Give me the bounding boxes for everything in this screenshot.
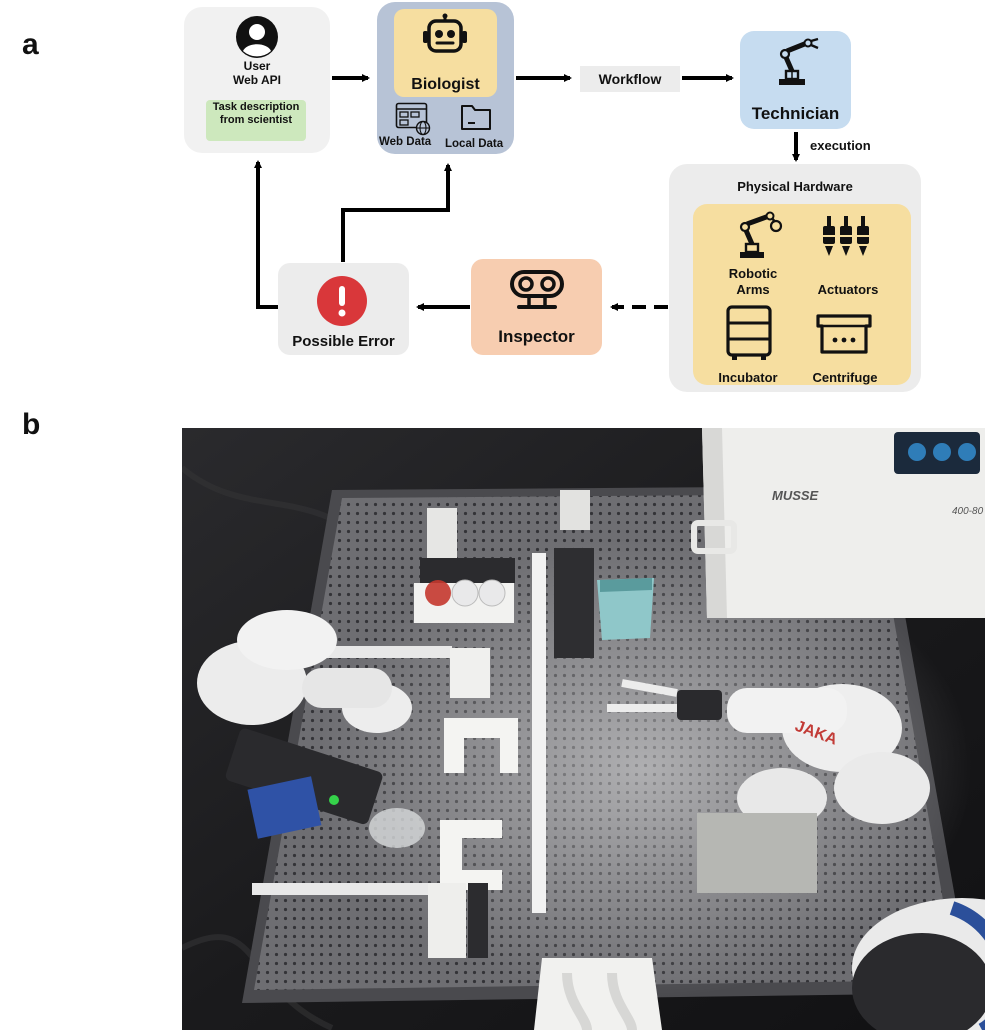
execution-label: execution xyxy=(810,138,871,153)
incubator-brand-text: MUSSE xyxy=(772,488,819,503)
lab-setup-photo: MUSSE 400-80 xyxy=(182,428,985,1030)
hardware-box: Physical Hardware Robotic Arms xyxy=(669,164,921,392)
inspector-title: Inspector xyxy=(498,327,575,346)
possible-error-box: Possible Error xyxy=(278,263,409,355)
robot-icon xyxy=(422,13,468,57)
inspector-box: Inspector xyxy=(471,259,602,355)
centrifuge-icon xyxy=(814,312,874,358)
robotic-arms-label: Robotic Arms xyxy=(728,266,778,297)
robotic-arm-icon xyxy=(773,37,823,87)
web-data-icon xyxy=(395,102,431,136)
incubator-label: Incubator xyxy=(718,370,778,385)
error-alert-icon xyxy=(316,275,368,327)
web-data-label: Web Data xyxy=(379,136,432,148)
local-data-label: Local Data xyxy=(445,138,504,150)
actuators-icon xyxy=(821,216,871,262)
actuators-label: Actuators xyxy=(817,282,879,297)
centrifuge-label: Centrifuge xyxy=(812,370,878,385)
workflow-label: Workflow xyxy=(580,66,680,92)
arrow-error-to-biologist xyxy=(341,163,452,262)
technician-box: Technician xyxy=(740,31,851,129)
robotic-arms-icon xyxy=(736,208,786,260)
biologist-title: Biologist xyxy=(411,76,480,93)
task-description-box: Task description from scientist xyxy=(206,100,306,141)
hardware-title: Physical Hardware xyxy=(737,179,853,194)
incubator-icon xyxy=(726,305,772,361)
panel-b-label: b xyxy=(22,408,41,441)
arrow-error-to-user xyxy=(254,160,278,309)
panel-a-label: a xyxy=(22,28,39,61)
possible-error-title: Possible Error xyxy=(292,333,395,350)
user-icon xyxy=(235,15,279,59)
biologist-box: Biologist Web Data Local Data xyxy=(377,2,514,154)
inspector-eyes-icon xyxy=(509,269,565,313)
hardware-inner: Robotic Arms Actuators Incuba xyxy=(693,204,911,385)
web-api-label: Web API xyxy=(232,73,281,87)
technician-title: Technician xyxy=(751,104,840,123)
local-data-icon xyxy=(460,103,492,131)
diagram-connectors xyxy=(254,74,800,311)
lab-photo-illustration: MUSSE 400-80 xyxy=(182,428,985,1030)
incubator-model-text: 400-80 xyxy=(952,506,984,517)
user-box: User Web API Task description from scien… xyxy=(184,7,330,153)
user-label: User xyxy=(243,59,271,73)
biologist-inner xyxy=(394,9,497,97)
